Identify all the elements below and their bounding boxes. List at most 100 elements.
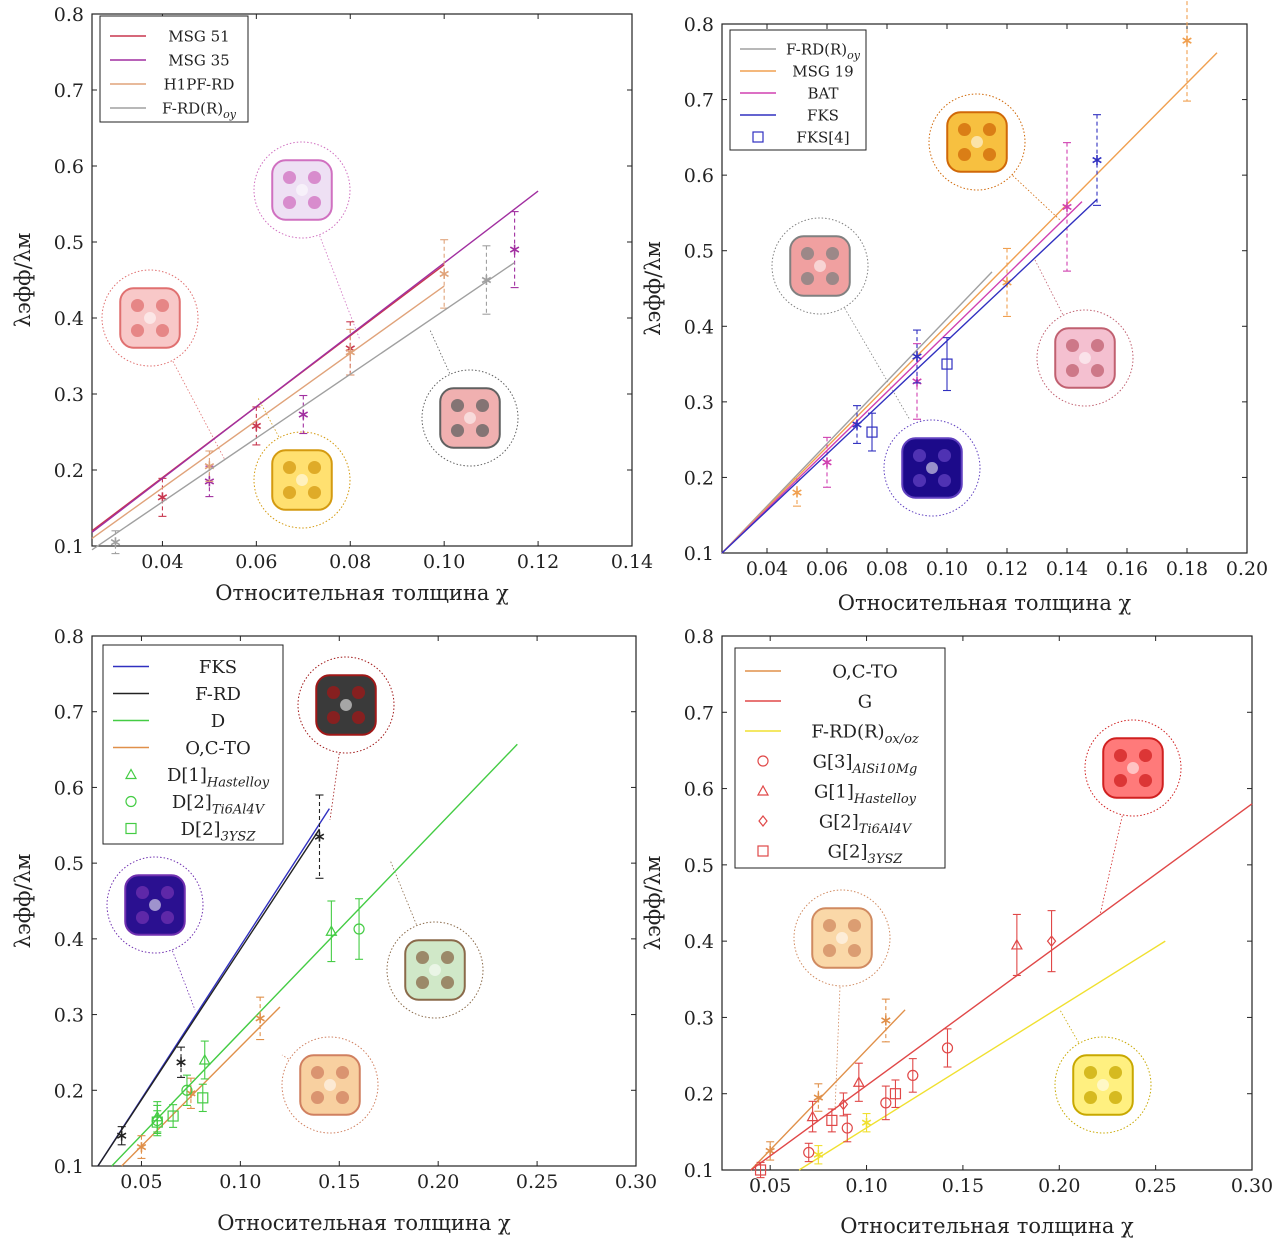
thumbnail-highlight <box>1097 1079 1109 1091</box>
thumbnail-hole <box>440 975 455 990</box>
thumbnail-hole <box>155 323 170 338</box>
structure-thumbnail <box>928 93 1061 221</box>
x-axis-label: Относительная толщина χ <box>838 591 1132 615</box>
series-3 <box>803 1028 954 1163</box>
y-tick-label: 0.2 <box>54 460 84 482</box>
legend-label: MSG 51 <box>168 27 229 45</box>
thumbnail-hole <box>307 485 322 500</box>
data-point <box>881 1015 891 1026</box>
thumbnail-hole <box>912 448 927 463</box>
chart-panel-bottom-left: 0.05 0.10 0.15 0.20 0.25 0.30 0.1 0.2 0.3 0.4 0.5 0… <box>11 626 657 1235</box>
series-fit-line <box>721 52 1218 554</box>
series-6 <box>754 1079 902 1179</box>
data-point <box>941 358 953 370</box>
thumbnail-hole <box>957 122 972 137</box>
structure-thumbnail <box>386 859 484 1019</box>
series-2 <box>91 239 449 539</box>
data-point <box>198 1053 211 1065</box>
x-tick-label: 0.16 <box>1106 558 1148 580</box>
legend-swatch-marker <box>757 845 769 857</box>
y-tick-label: 0.1 <box>54 536 84 558</box>
legend-box <box>99 15 249 123</box>
thumbnail-highlight <box>296 474 308 486</box>
thumbnail-leader-line <box>389 859 436 971</box>
y-axis-label: λэфф/λм <box>641 856 665 951</box>
plot-frame <box>91 13 633 547</box>
legend: FKS F-RD D O,C-TO D[1]HastelloyD[2]Ti6Al4VD[… <box>102 644 284 845</box>
x-axis-label: Относительная толщина χ <box>217 1211 511 1235</box>
legend-label: O,C-TO <box>185 738 250 759</box>
legend-swatch-marker <box>125 822 137 835</box>
thumbnail-hole <box>335 1090 350 1105</box>
legend-label: F-RD <box>195 684 241 705</box>
thumbnail-hole <box>307 460 322 475</box>
structure-thumbnail <box>1034 259 1134 407</box>
legend-label: BAT <box>807 84 838 102</box>
thumbnail-hole <box>130 323 145 338</box>
data-point <box>1182 35 1192 46</box>
chart-panel-top-right: 0.04 0.06 0.08 0.10 0.12 0.14 0.16 0.18 0.20 0.1 0… <box>641 0 1268 615</box>
thumbnail-hole <box>847 918 862 933</box>
x-tick-label: 0.15 <box>942 1175 984 1197</box>
thumbnail-hole <box>310 1065 325 1080</box>
thumbnail-leader-line <box>301 189 361 341</box>
thumbnail-hole <box>310 1090 325 1105</box>
data-point <box>1002 277 1012 288</box>
data-point <box>852 419 862 430</box>
y-tick-label: 0.7 <box>684 702 714 724</box>
data-point <box>841 1122 853 1134</box>
thumbnail-highlight <box>836 932 848 944</box>
data-point <box>822 457 832 468</box>
y-tick-label: 0.7 <box>54 702 84 724</box>
data-point <box>861 1117 872 1128</box>
series-fit-line <box>121 1006 281 1167</box>
data-point <box>176 1057 186 1068</box>
structure-thumbnail <box>1054 1009 1152 1134</box>
y-tick-label: 0.6 <box>684 779 714 801</box>
series-3 <box>91 245 516 555</box>
data-point <box>912 351 922 362</box>
legend-label: FKS <box>807 106 839 124</box>
data-point <box>1046 935 1057 948</box>
thumbnail-hole <box>450 398 465 413</box>
data-point <box>325 925 338 936</box>
x-tick-label: 0.06 <box>235 551 277 573</box>
data-point <box>345 347 355 358</box>
data-point <box>792 487 802 498</box>
y-tick-label: 0.6 <box>684 165 714 187</box>
data-point <box>110 537 121 548</box>
y-tick-label: 0.1 <box>54 1156 84 1178</box>
thumbnail-leader-line <box>149 317 226 461</box>
y-tick-label: 0.6 <box>54 156 84 178</box>
y-tick-label: 0.3 <box>684 392 714 414</box>
thumbnail-highlight <box>464 412 476 424</box>
legend-label: G <box>858 691 872 712</box>
thumbnail-hole <box>1138 773 1153 788</box>
y-tick-label: 0.8 <box>684 626 714 648</box>
series-fit-line <box>721 271 993 554</box>
x-tick-label: 0.30 <box>1231 1175 1273 1197</box>
y-tick-label: 0.8 <box>54 4 84 26</box>
data-point <box>907 1069 919 1082</box>
legend-label: MSG 35 <box>168 51 229 69</box>
x-tick-label: 0.04 <box>746 558 788 580</box>
y-tick-label: 0.6 <box>54 777 84 799</box>
legend-label: O,C-TO <box>832 661 897 682</box>
structure-thumbnail <box>253 397 351 529</box>
y-tick-label: 0.4 <box>54 929 84 951</box>
series-fit-line <box>721 198 1098 554</box>
legend-swatch-marker <box>752 131 764 143</box>
thumbnail-hole <box>307 170 322 185</box>
thumbnail-hole <box>1083 1090 1098 1105</box>
data-point <box>813 1092 824 1103</box>
legend: O,C-TO G F-RD(R)ox/oz G[3]AlSi10Mg G[1]Haste… <box>734 647 946 869</box>
thumbnail-hole <box>282 460 297 475</box>
thumbnail-hole <box>415 975 430 990</box>
thumbnail-highlight <box>144 312 156 324</box>
y-tick-label: 0.4 <box>684 931 714 953</box>
legend-label: F-RD(R)oy <box>162 99 237 121</box>
legend-label: D[2]Ti6Al4V <box>172 792 266 817</box>
x-tick-label: 0.05 <box>120 1171 162 1193</box>
structure-thumbnail <box>1084 719 1182 916</box>
thumbnail-hole <box>822 943 837 958</box>
